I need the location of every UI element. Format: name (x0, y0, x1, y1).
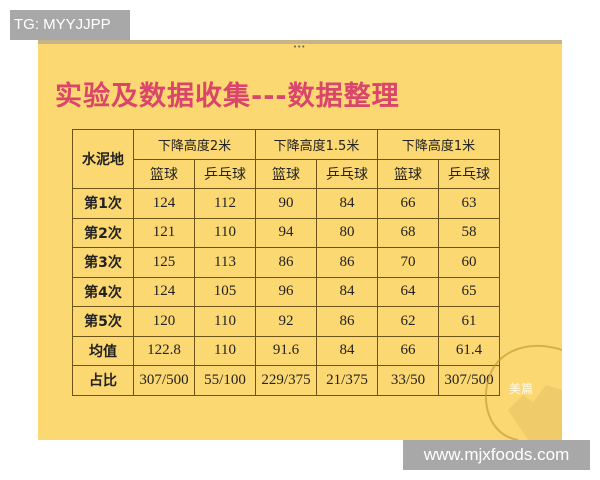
table-cell: 66 (377, 188, 439, 219)
subheader: 乒乓球 (316, 158, 378, 189)
group-header: 下降高度1米 (377, 129, 500, 160)
row-label: 第4次 (72, 276, 134, 307)
subheader: 篮球 (377, 158, 439, 189)
egg-doodle-decoration (484, 344, 562, 440)
top-strip (38, 40, 562, 44)
slide-image: ••• 实验及数据收集---数据整理 水泥地 下降高度2米 下降高度1.5米 下… (38, 40, 562, 440)
row-label: 第2次 (72, 217, 134, 248)
group-header: 下降高度2米 (133, 129, 256, 160)
site-watermark: www.mjxfoods.com (403, 440, 590, 470)
table-row: 均值 122.8 110 91.6 84 66 61.4 (72, 335, 500, 366)
table-cell: 21/375 (316, 365, 378, 396)
table-cell: 110 (194, 306, 256, 337)
row-label: 第3次 (72, 247, 134, 278)
table-cell: 122.8 (133, 335, 195, 366)
subheader: 乒乓球 (194, 158, 256, 189)
table-cell: 62 (377, 306, 439, 337)
table-cell: 63 (438, 188, 500, 219)
table-cell: 80 (316, 217, 378, 248)
more-icon[interactable]: ••• (293, 43, 306, 51)
table-row: 占比 307/500 55/100 229/375 21/375 33/50 307/500 (72, 365, 500, 396)
table-cell: 66 (377, 335, 439, 366)
row-label: 均值 (72, 335, 134, 366)
table-cell: 113 (194, 247, 256, 278)
table-row: 第5次 120 110 92 86 62 61 (72, 306, 500, 337)
group-header: 下降高度1.5米 (255, 129, 378, 160)
app-watermark: 美篇 (509, 382, 534, 396)
row-label: 第1次 (72, 188, 134, 219)
table-cell: 58 (438, 217, 500, 248)
table-cell: 61 (438, 306, 500, 337)
table-cell: 84 (316, 335, 378, 366)
table-cell: 125 (133, 247, 195, 278)
table-cell: 61.4 (438, 335, 500, 366)
table-cell: 86 (255, 247, 317, 278)
table-cell: 33/50 (377, 365, 439, 396)
table-cell: 84 (316, 188, 378, 219)
tg-watermark: TG: MYYJJPP (10, 10, 130, 40)
table-cell: 55/100 (194, 365, 256, 396)
table-row: 第2次 121 110 94 80 68 58 (72, 217, 500, 248)
corner-header: 水泥地 (72, 129, 134, 189)
table-cell: 307/500 (438, 365, 500, 396)
row-label: 第5次 (72, 306, 134, 337)
table-row: 第3次 125 113 86 86 70 60 (72, 247, 500, 278)
table-cell: 65 (438, 276, 500, 307)
table-cell: 84 (316, 276, 378, 307)
table-cell: 307/500 (133, 365, 195, 396)
subheader: 篮球 (255, 158, 317, 189)
table-cell: 96 (255, 276, 317, 307)
table-cell: 90 (255, 188, 317, 219)
table-cell: 86 (316, 306, 378, 337)
subheader: 篮球 (133, 158, 195, 189)
slide-title: 实验及数据收集---数据整理 (55, 81, 400, 112)
table-cell: 86 (316, 247, 378, 278)
data-table: 水泥地 下降高度2米 下降高度1.5米 下降高度1米 篮球 乒乓球 篮球 乒乓球… (72, 129, 500, 396)
table-cell: 124 (133, 188, 195, 219)
table-cell: 105 (194, 276, 256, 307)
table-cell: 121 (133, 217, 195, 248)
table-row: 第4次 124 105 96 84 64 65 (72, 276, 500, 307)
table-cell: 92 (255, 306, 317, 337)
table-cell: 110 (194, 217, 256, 248)
table-cell: 91.6 (255, 335, 317, 366)
table-cell: 70 (377, 247, 439, 278)
table-cell: 94 (255, 217, 317, 248)
table-cell: 64 (377, 276, 439, 307)
table-subheader-row: 篮球 乒乓球 篮球 乒乓球 篮球 乒乓球 (73, 158, 500, 189)
table-header-row: 水泥地 下降高度2米 下降高度1.5米 下降高度1米 (72, 129, 500, 189)
subheader: 乒乓球 (438, 158, 500, 189)
table-cell: 68 (377, 217, 439, 248)
row-label: 占比 (72, 365, 134, 396)
table-row: 第1次 124 112 90 84 66 63 (72, 188, 500, 219)
table-cell: 124 (133, 276, 195, 307)
table-cell: 60 (438, 247, 500, 278)
table-cell: 112 (194, 188, 256, 219)
table-cell: 110 (194, 335, 256, 366)
table-cell: 120 (133, 306, 195, 337)
table-cell: 229/375 (255, 365, 317, 396)
